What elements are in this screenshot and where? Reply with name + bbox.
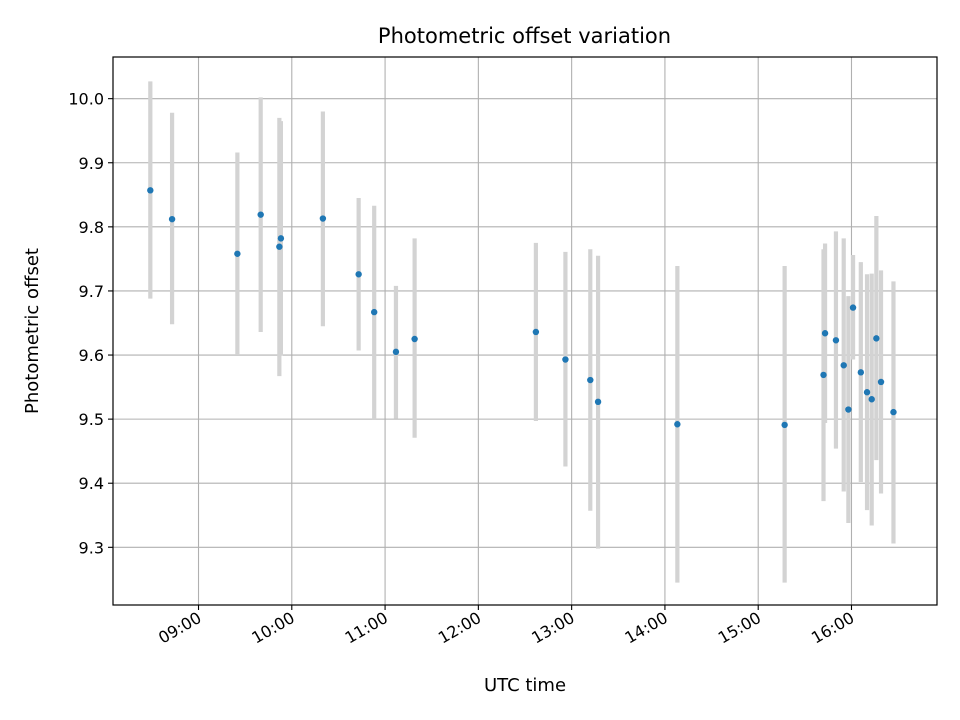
- data-point: [781, 421, 788, 429]
- data-point: [562, 356, 569, 363]
- data-point: [411, 335, 418, 343]
- data-point: [868, 396, 875, 403]
- y-tick-label: 9.6: [79, 346, 104, 365]
- y-tick-label: 9.3: [79, 538, 104, 557]
- data-point: [370, 308, 378, 316]
- data-point: [849, 304, 857, 311]
- y-tick-label: 9.9: [79, 154, 104, 173]
- data-point: [845, 406, 852, 413]
- y-tick-label: 9.8: [79, 218, 104, 237]
- data-point: [234, 250, 241, 257]
- data-point: [532, 328, 540, 336]
- data-point: [840, 362, 847, 369]
- data-point: [355, 271, 362, 278]
- data-point: [147, 187, 154, 194]
- y-tick-label: 10.0: [68, 90, 104, 109]
- data-point: [276, 243, 283, 250]
- data-point: [594, 398, 602, 406]
- data-point: [674, 421, 681, 428]
- data-point: [392, 348, 400, 356]
- data-point: [873, 335, 880, 342]
- data-point: [277, 235, 285, 242]
- y-tick-label: 9.5: [79, 410, 104, 429]
- data-point: [319, 215, 327, 222]
- data-point: [257, 211, 264, 218]
- data-point-layer: [147, 187, 897, 429]
- x-axis-title: UTC time: [484, 675, 566, 696]
- data-point: [863, 389, 871, 396]
- y-tick-label: 9.4: [79, 474, 104, 493]
- data-point: [890, 408, 897, 416]
- y-tick-label: 9.7: [79, 282, 104, 301]
- data-point: [857, 369, 865, 376]
- data-point: [877, 378, 885, 386]
- plot-area-frame: [112, 56, 938, 606]
- grid-layer: [113, 57, 937, 605]
- y-axis-title: Photometric offset: [22, 248, 43, 414]
- data-point: [168, 215, 176, 223]
- data-point: [820, 371, 827, 379]
- data-point: [821, 330, 829, 337]
- chart-title: Photometric offset variation: [378, 24, 671, 48]
- data-point: [587, 376, 594, 384]
- data-point: [832, 337, 840, 344]
